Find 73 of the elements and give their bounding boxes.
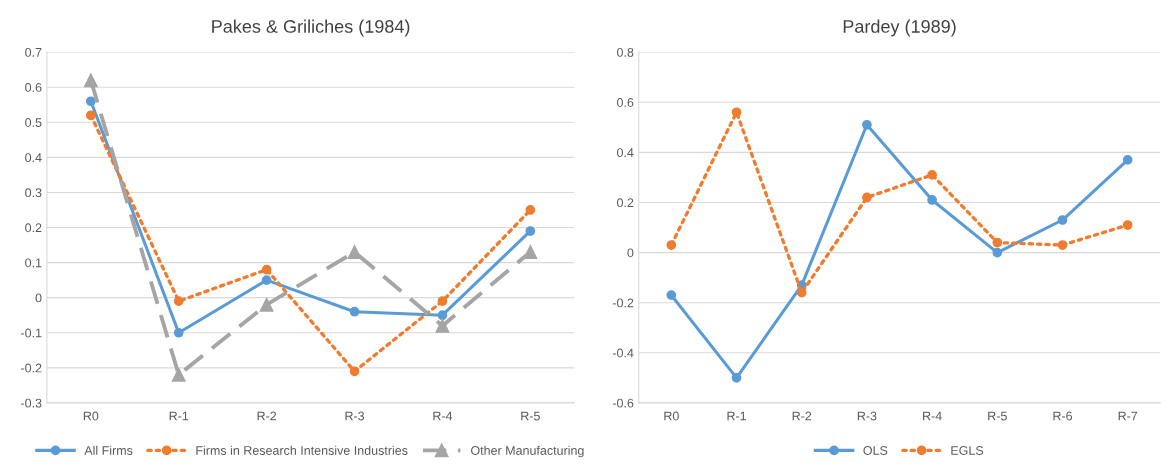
point xyxy=(796,287,807,298)
y-tick-label: 0.4 xyxy=(616,148,634,158)
point xyxy=(862,192,872,203)
point xyxy=(1057,215,1068,225)
y-tick-label: 0.2 xyxy=(616,198,634,208)
x-tick-label: R0 xyxy=(664,411,679,421)
point xyxy=(1122,155,1133,165)
x-tick-label: R-2 xyxy=(792,411,812,421)
y-tick-label: 0.6 xyxy=(616,98,634,107)
y-tick-label: 0.3 xyxy=(25,188,42,198)
legend-label: EGLS xyxy=(951,446,984,455)
y-tick-label: 0.6 xyxy=(25,83,42,92)
y-tick-label: 0.7 xyxy=(25,47,42,57)
point xyxy=(927,170,937,180)
point xyxy=(85,110,96,121)
x-tick-label: R-4 xyxy=(433,411,453,421)
point xyxy=(927,195,937,205)
x-tick-label: R-1 xyxy=(727,411,746,421)
point xyxy=(437,296,448,307)
point xyxy=(523,245,538,260)
legend-label: OLS xyxy=(863,446,888,455)
x-tick-label: R-3 xyxy=(345,411,365,421)
point xyxy=(349,306,360,317)
point xyxy=(347,245,362,260)
point xyxy=(259,297,274,312)
point xyxy=(731,372,742,383)
y-tick-label: -0.3 xyxy=(21,398,42,408)
y-tick-label: 0.8 xyxy=(616,47,634,57)
y-tick-label: 0.5 xyxy=(25,118,42,127)
x-tick-label: R-1 xyxy=(169,411,189,421)
point xyxy=(525,205,536,215)
x-tick-label: R0 xyxy=(83,411,99,421)
point xyxy=(666,290,677,301)
y-tick-label: -0.1 xyxy=(21,328,42,338)
legend-label: Firms in Research Intensive Industries xyxy=(196,445,408,455)
y-tick-label: 0 xyxy=(35,293,42,303)
y-tick-label: -0.2 xyxy=(21,363,42,373)
y-tick-label: 0.2 xyxy=(25,223,42,233)
point xyxy=(862,119,872,130)
y-tick-label: -0.4 xyxy=(612,348,634,358)
point xyxy=(171,367,186,382)
point xyxy=(666,240,677,250)
y-tick-label: -0.6 xyxy=(612,398,634,408)
point xyxy=(173,327,184,338)
x-tick-label: R-5 xyxy=(521,411,540,421)
y-tick-label: 0 xyxy=(627,248,634,258)
point xyxy=(1122,220,1133,230)
y-tick-label: 0.1 xyxy=(25,258,42,268)
point xyxy=(1057,240,1068,250)
point xyxy=(435,318,450,333)
point xyxy=(83,73,98,88)
chart-title: Pardey (1989) xyxy=(843,19,956,37)
x-tick-label: R-4 xyxy=(923,411,942,421)
x-tick-label: R-3 xyxy=(857,411,877,421)
y-tick-label: -0.2 xyxy=(612,298,634,308)
x-tick-label: R-5 xyxy=(988,411,1007,421)
legend-label: Other Manufacturing xyxy=(471,445,584,458)
x-tick-label: R-7 xyxy=(1118,411,1138,421)
x-tick-label: R-2 xyxy=(257,411,277,421)
x-tick-label: R-6 xyxy=(1053,411,1073,421)
point xyxy=(992,237,1003,248)
point xyxy=(261,275,272,285)
point xyxy=(731,107,742,118)
chart-title: Pakes & Griliches (1984) xyxy=(212,19,410,37)
point xyxy=(437,310,448,321)
legend-label: All Firms xyxy=(84,445,133,455)
point xyxy=(525,226,536,236)
point xyxy=(85,96,96,107)
point xyxy=(261,264,272,275)
point xyxy=(349,366,360,377)
point xyxy=(992,247,1003,258)
point xyxy=(173,296,184,307)
y-tick-label: 0.4 xyxy=(25,153,42,163)
